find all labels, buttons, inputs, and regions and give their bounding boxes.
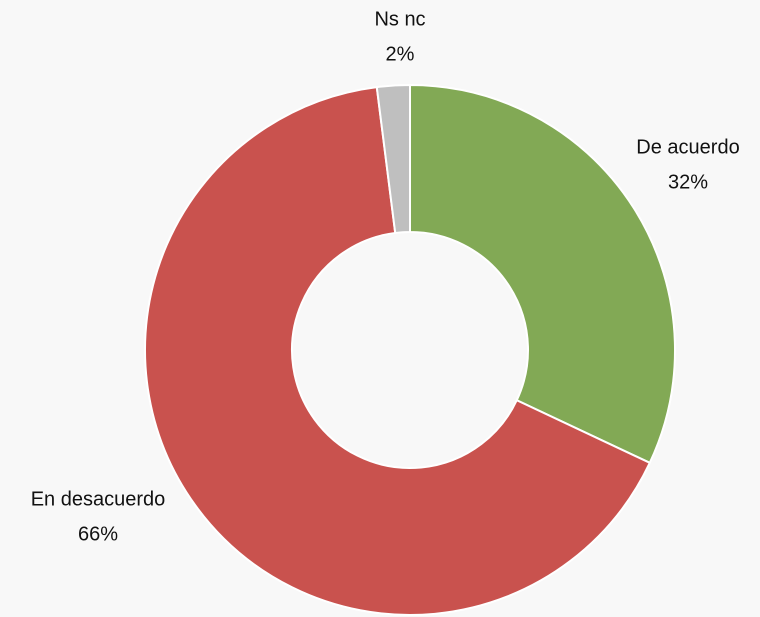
slice-name: Ns nc	[374, 8, 425, 30]
slice-value-label: 2%	[386, 43, 415, 65]
donut-slice	[409, 83, 676, 465]
slice-value-label: 32%	[668, 171, 708, 193]
donut-slice	[144, 85, 652, 616]
slice-value-label: 66%	[78, 523, 118, 545]
slice-name: En desacuerdo	[31, 488, 166, 510]
donut-slice	[375, 83, 411, 235]
slice-name: De acuerdo	[636, 136, 739, 158]
